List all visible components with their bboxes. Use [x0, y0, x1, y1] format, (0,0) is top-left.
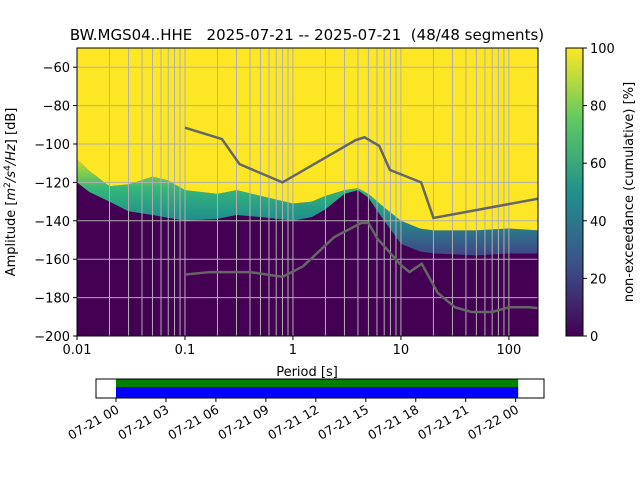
y-tick-label: −60 — [43, 61, 70, 76]
colorbar-axis: 0 20 40 60 80 100 — [583, 42, 615, 345]
timeline-tick-label: 07-21 09 — [215, 402, 271, 443]
plot-frame — [76, 47, 539, 337]
timeline-tick-label: 07-21 00 — [65, 402, 121, 443]
colorbar-label: non-exceedance (cumulative) [%] — [622, 82, 637, 302]
y-axis-label: Amplitude [m2/s4/Hz] [dB] — [3, 108, 19, 277]
timeline-tick-label: 07-21 12 — [265, 402, 321, 443]
y-tick-label: −100 — [34, 138, 70, 153]
timeline-tick-label: 07-21 06 — [165, 402, 221, 443]
timeline-frame — [95, 378, 545, 399]
y-tick-label: −120 — [34, 176, 70, 191]
colorbar-tick-label: 40 — [590, 215, 607, 230]
timeline-tick-label: 07-21 15 — [315, 402, 371, 443]
nlnm-line — [184, 221, 538, 314]
timeline-coverage-bottom — [115, 387, 519, 398]
y-tick-label: −160 — [34, 253, 70, 268]
heatmap-transition-band — [77, 159, 538, 256]
timeline-tick-label: 07-21 18 — [365, 402, 421, 443]
x-tick-label: 100 — [496, 343, 521, 358]
x-tick-label: 0.1 — [175, 343, 196, 358]
y-tick-label: −180 — [34, 292, 70, 307]
timeline-tick-label: 07-21 21 — [415, 402, 471, 443]
x-tick-label: 1 — [289, 343, 297, 358]
nhnm-line — [184, 126, 538, 220]
timeline-coverage-top — [115, 379, 519, 387]
timeline-tick-label: 07-21 03 — [115, 402, 171, 443]
y-tick-label: −80 — [43, 100, 70, 115]
colorbar-tick-label: 20 — [590, 272, 607, 287]
x-tick-label: 0.01 — [63, 343, 92, 358]
y-tick-label: −140 — [34, 215, 70, 230]
timeline-tick-label: 07-22 00 — [465, 402, 521, 443]
y-axis: −60 −80 −100 −120 −140 −160 −180 −200 — [34, 61, 77, 345]
ppsd-plot-area — [77, 48, 538, 336]
x-axis-label: Period [s] — [276, 365, 338, 380]
chart-title: BW.MGS04..HHE 2025-07-21 -- 2025-07-21 (… — [70, 26, 544, 44]
y-tick-label: −200 — [34, 330, 70, 345]
colorbar-tick-label: 80 — [590, 100, 607, 115]
colorbar-tick-label: 60 — [590, 157, 607, 172]
x-axis: 0.01 0.1 1 10 100 — [63, 336, 521, 358]
colorbar — [565, 47, 584, 337]
colorbar-tick-label: 100 — [590, 42, 615, 57]
x-tick-label: 10 — [393, 343, 410, 358]
colorbar-tick-label: 0 — [590, 330, 598, 345]
